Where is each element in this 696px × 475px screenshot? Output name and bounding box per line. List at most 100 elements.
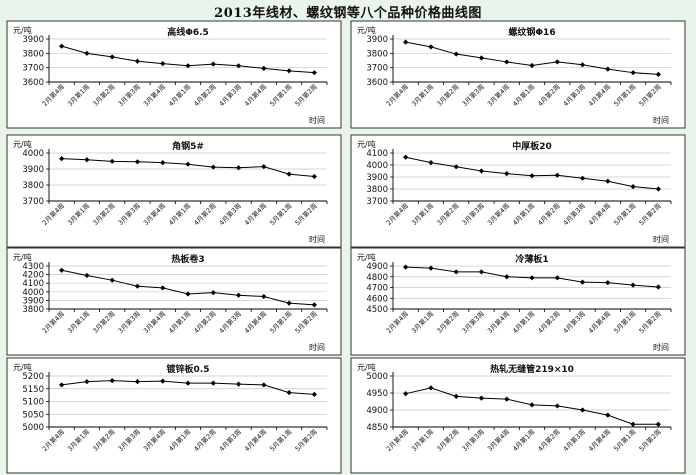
x-axis-label: 时间 — [653, 342, 669, 352]
data-point — [134, 58, 141, 64]
data-point — [59, 43, 65, 49]
y-axis-unit: 元/吨 — [357, 139, 376, 149]
data-point — [210, 380, 216, 386]
y-tick-label: 3900 — [22, 296, 44, 306]
data-point — [109, 377, 115, 384]
data-point — [311, 173, 317, 180]
data-point — [286, 300, 292, 306]
data-point — [529, 173, 535, 179]
chart-title: 高线Φ6.5 — [167, 26, 209, 38]
chart-frame — [350, 357, 686, 474]
data-point — [403, 154, 409, 160]
data-point — [210, 61, 216, 67]
y-tick-label: 5050 — [22, 410, 44, 420]
data-point — [59, 267, 65, 273]
y-tick-label: 4850 — [366, 423, 388, 433]
chart-title: 冷薄板1 — [515, 253, 548, 265]
chart-title: 螺纹钢Φ16 — [508, 26, 555, 38]
data-point — [185, 161, 191, 167]
data-point — [160, 61, 166, 67]
chart-title: 热板卷3 — [171, 253, 204, 265]
x-axis-label: 时间 — [309, 342, 325, 352]
data-point — [554, 275, 560, 281]
data-point — [235, 292, 242, 298]
data-point — [109, 277, 115, 283]
y-tick-label: 4000 — [22, 149, 44, 159]
data-point — [453, 269, 459, 275]
chart-title: 角钢5# — [172, 140, 204, 152]
data-point — [655, 421, 661, 427]
y-tick-label: 3600 — [366, 78, 388, 88]
data-point — [478, 55, 485, 61]
data-point — [235, 63, 242, 69]
data-point — [84, 379, 90, 385]
x-axis-label: 时间 — [653, 234, 669, 244]
data-point — [84, 50, 90, 56]
data-point — [478, 168, 485, 174]
y-axis-unit: 元/吨 — [13, 25, 32, 35]
y-tick-label: 5200 — [22, 372, 44, 382]
data-point — [286, 171, 292, 177]
data-point — [134, 159, 141, 165]
data-point — [286, 68, 292, 74]
data-point — [630, 70, 636, 76]
y-tick-label: 3900 — [22, 35, 44, 45]
data-point — [261, 293, 267, 300]
y-axis-unit: 元/吨 — [13, 362, 32, 372]
data-point — [554, 172, 560, 178]
data-point — [403, 391, 409, 397]
y-tick-label: 3700 — [366, 64, 388, 74]
x-axis-label: 时间 — [653, 115, 669, 125]
y-tick-label: 3600 — [22, 78, 44, 88]
data-point — [261, 65, 267, 71]
data-point — [160, 378, 166, 384]
y-tick-label: 4800 — [366, 273, 388, 283]
y-tick-label: 3800 — [22, 305, 44, 315]
data-point — [403, 39, 409, 45]
data-point — [554, 59, 560, 65]
data-point — [84, 157, 90, 163]
data-point — [453, 164, 459, 170]
data-point — [655, 71, 661, 78]
y-tick-label: 3700 — [22, 64, 44, 74]
data-point — [504, 396, 510, 402]
data-point — [579, 279, 586, 285]
page-title: 2013年线材、螺纹钢等八个品种价格曲线图 — [214, 6, 482, 21]
data-point — [235, 381, 242, 387]
data-point — [529, 275, 535, 281]
y-tick-label: 3800 — [366, 185, 388, 195]
chart-frame — [6, 134, 342, 248]
y-tick-label: 3700 — [366, 197, 388, 207]
data-point — [630, 282, 636, 288]
y-axis-unit: 元/吨 — [13, 139, 32, 149]
data-point — [453, 393, 459, 399]
y-tick-label: 3800 — [22, 49, 44, 59]
y-tick-label: 4000 — [366, 161, 388, 171]
data-point — [630, 421, 636, 427]
data-point — [428, 44, 434, 50]
data-point — [311, 391, 317, 397]
data-point — [579, 407, 586, 413]
y-tick-label: 3800 — [366, 49, 388, 59]
data-point — [311, 70, 317, 76]
data-point — [605, 66, 611, 72]
data-point — [134, 283, 141, 289]
data-point — [630, 184, 636, 190]
y-tick-label: 4100 — [366, 149, 388, 159]
data-point — [478, 269, 485, 275]
data-point — [286, 389, 292, 396]
y-tick-label: 4900 — [366, 406, 388, 416]
y-tick-label: 4000 — [22, 288, 44, 298]
data-point — [134, 379, 141, 385]
data-point — [605, 280, 611, 286]
y-tick-label: 3900 — [366, 35, 388, 45]
data-point — [504, 171, 510, 177]
data-point — [504, 274, 510, 280]
y-axis-unit: 元/吨 — [357, 252, 376, 262]
